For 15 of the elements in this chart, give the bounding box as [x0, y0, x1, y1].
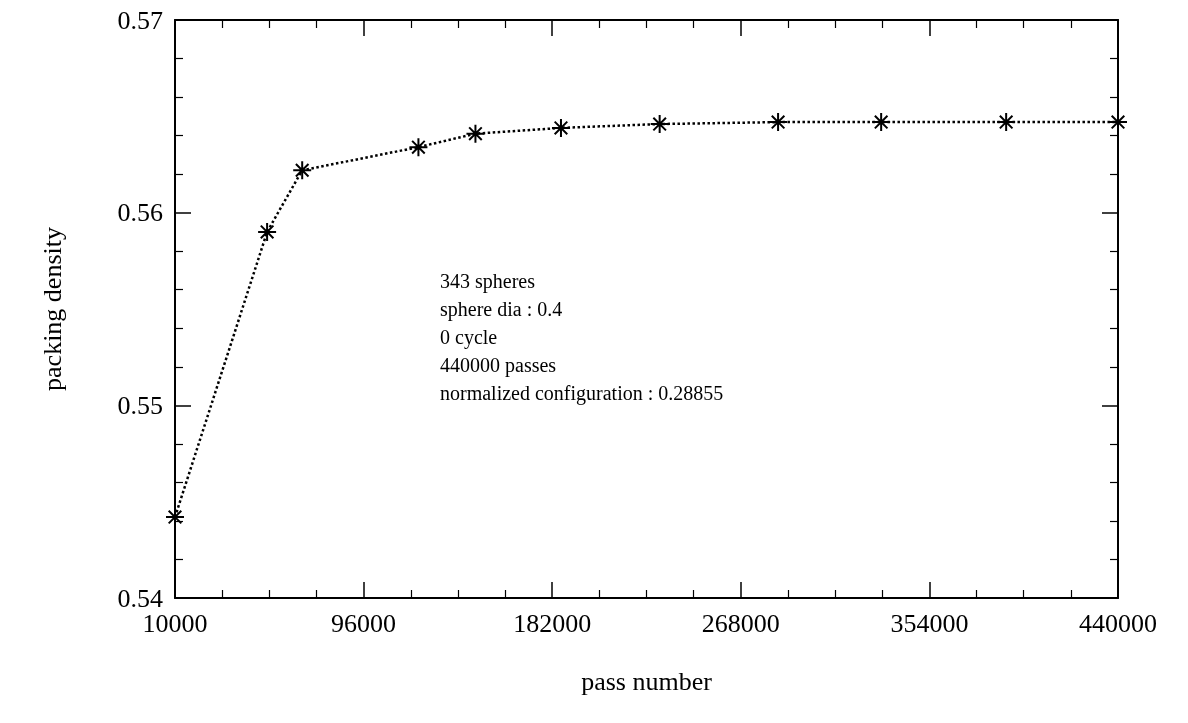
annotation: 0 cycle	[440, 326, 498, 349]
y-tick-label: 0.55	[117, 390, 163, 420]
x-tick-label: 440000	[1079, 608, 1157, 638]
x-tick-label: 268000	[701, 608, 780, 638]
x-tick-label: 182000	[513, 608, 592, 638]
x-tick-label: 96000	[331, 608, 397, 638]
x-tick-label: 354000	[890, 608, 969, 638]
x-axis-title: pass number	[581, 666, 713, 696]
y-tick-label: 0.56	[117, 198, 163, 228]
annotation: normalized configuration : 0.28855	[440, 382, 724, 405]
annotation: 440000 passes	[440, 354, 557, 377]
y-tick-label: 0.57	[117, 5, 163, 35]
y-axis-title: packing density	[37, 227, 67, 391]
annotation: 343 spheres	[440, 270, 536, 293]
annotation: sphere dia : 0.4	[440, 298, 563, 321]
